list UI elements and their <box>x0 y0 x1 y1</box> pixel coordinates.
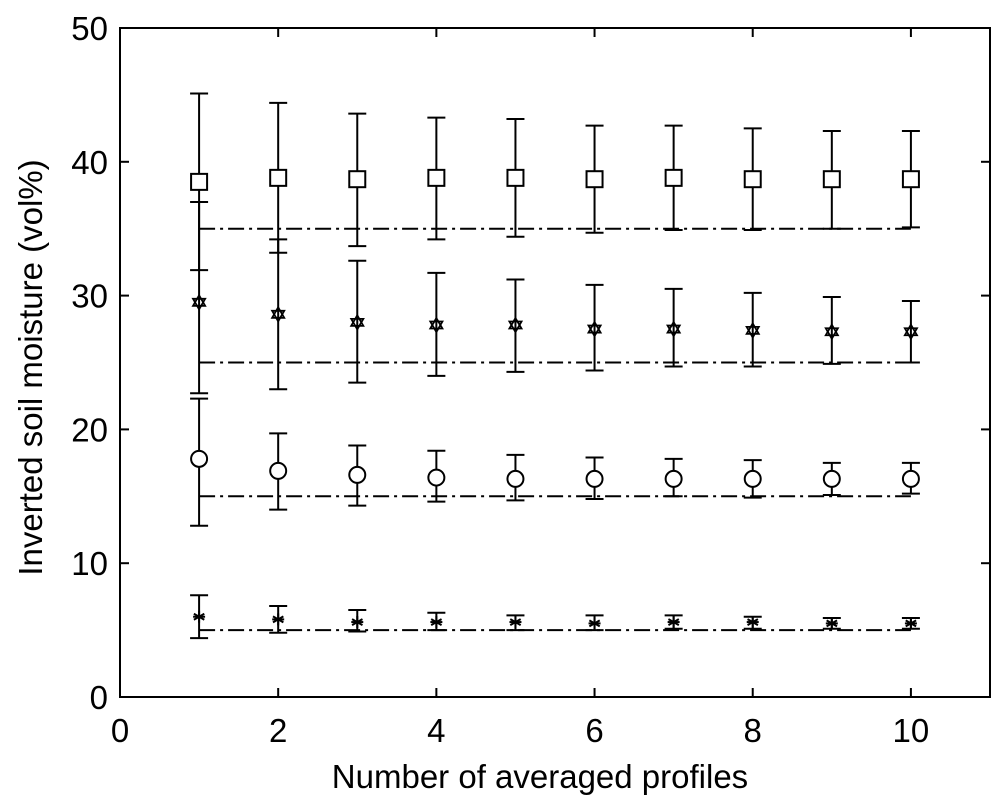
axes-frame <box>119 27 991 698</box>
hexagram-triangle-down <box>903 327 919 341</box>
data-point-hexagram <box>666 320 682 338</box>
hexagram-triangle-up <box>824 322 840 337</box>
data-point-asterisk <box>509 616 522 629</box>
x-tick-label: 6 <box>585 712 603 749</box>
x-tick-label: 10 <box>893 712 930 749</box>
y-tick-label: 10 <box>71 545 108 582</box>
data-point-asterisk <box>904 617 917 630</box>
y-tick-label: 0 <box>90 679 108 716</box>
data-point-circle <box>822 469 841 488</box>
x-tick-label: 4 <box>427 712 445 749</box>
data-point-asterisk <box>272 613 285 626</box>
data-point-square <box>822 170 841 189</box>
hexagram-triangle-down <box>428 320 444 334</box>
hexagram-triangle-up <box>428 316 444 330</box>
data-point-hexagram <box>903 322 919 341</box>
data-point-square <box>190 172 209 191</box>
data-point-asterisk <box>193 610 206 623</box>
data-point-hexagram <box>507 316 524 334</box>
hexagram-triangle-up <box>586 320 603 334</box>
hexagram-triangle-down <box>586 324 603 338</box>
x-tick-label: 0 <box>111 712 129 749</box>
hexagram-triangle-up <box>903 322 919 337</box>
plot-area <box>190 92 920 640</box>
data-point-hexagram <box>349 313 365 332</box>
data-point-asterisk <box>351 616 364 629</box>
data-point-hexagram <box>428 316 444 334</box>
data-point-square <box>585 170 604 189</box>
y-tick-label: 40 <box>71 144 108 181</box>
data-point-asterisk <box>667 616 680 629</box>
data-point-hexagram <box>270 305 286 324</box>
data-point-asterisk <box>430 616 443 629</box>
hexagram-triangle-down <box>745 325 761 340</box>
hexagram-triangle-up <box>349 313 365 327</box>
hexagram-triangle-down <box>666 324 682 338</box>
data-point-circle <box>348 465 367 484</box>
hexagram-triangle-down <box>824 327 840 341</box>
axes: 0 2 4 6 8 10 0 10 20 30 40 50 <box>71 10 991 749</box>
data-point-square <box>269 168 288 187</box>
y-tick-label: 50 <box>71 10 108 47</box>
data-point-hexagram <box>745 321 761 340</box>
hexagram-triangle-down <box>270 309 286 324</box>
y-tick-label: 20 <box>71 411 108 448</box>
hexagram-triangle-up <box>191 293 207 307</box>
hexagram-triangle-down <box>191 297 207 312</box>
data-point-circle <box>506 469 525 488</box>
data-point-hexagram <box>191 293 207 312</box>
hexagram-triangle-up <box>666 320 682 334</box>
data-point-square <box>348 170 367 189</box>
hexagram-triangle-up <box>507 316 524 330</box>
data-point-square <box>506 168 525 187</box>
data-point-square <box>664 168 683 187</box>
data-point-circle <box>585 469 604 488</box>
hexagram-triangle-up <box>270 305 286 319</box>
data-point-asterisk <box>588 617 601 630</box>
data-point-circle <box>269 461 288 480</box>
data-point-hexagram <box>824 322 840 341</box>
data-point-circle <box>664 469 683 488</box>
data-point-circle <box>901 469 920 488</box>
data-point-circle <box>190 449 209 468</box>
data-point-hexagram <box>586 320 603 338</box>
hexagram-triangle-up <box>745 321 761 335</box>
data-point-asterisk <box>825 617 838 630</box>
data-point-circle <box>427 468 446 487</box>
y-tick-label: 30 <box>71 278 108 315</box>
hexagram-triangle-down <box>349 317 365 332</box>
data-point-circle <box>743 469 762 488</box>
data-point-square <box>901 170 920 189</box>
data-point-asterisk <box>746 616 759 629</box>
data-point-square <box>743 170 762 189</box>
y-axis-label: Inverted soil moisture (vol%) <box>12 159 49 575</box>
x-axis-label: Number of averaged profiles <box>332 758 748 795</box>
hexagram-triangle-down <box>507 320 524 334</box>
x-tick-label: 8 <box>744 712 762 749</box>
x-tick-label: 2 <box>269 712 287 749</box>
data-point-square <box>427 168 446 187</box>
